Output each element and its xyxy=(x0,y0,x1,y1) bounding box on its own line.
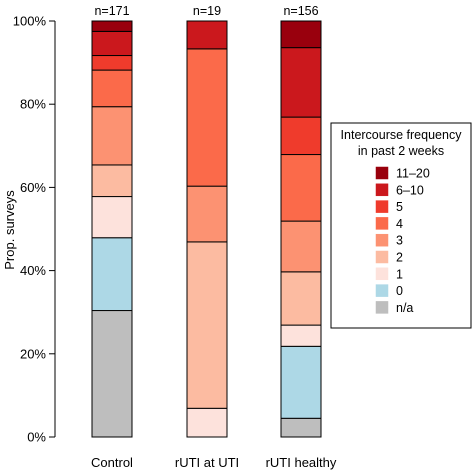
x-tick-label: Control xyxy=(91,455,133,470)
legend-title-line-1: Intercourse frequency xyxy=(341,128,463,142)
bar-count-label: n=19 xyxy=(193,4,221,18)
bar-count-label: n=171 xyxy=(94,4,129,18)
legend-swatch xyxy=(375,166,389,180)
y-tick-label: 40% xyxy=(20,263,46,278)
bar-segment xyxy=(280,154,322,222)
legend-label: 4 xyxy=(396,217,403,231)
bar-segment xyxy=(280,220,322,273)
legend-swatch xyxy=(375,301,389,314)
y-tick-label: 80% xyxy=(20,97,46,112)
bar-count-label: n=156 xyxy=(283,4,318,18)
bar-segment xyxy=(186,407,228,438)
y-axis: 0% 20% 40% 60% 80% 100% xyxy=(13,14,56,445)
bar-segment xyxy=(91,20,133,32)
bar-segment xyxy=(186,20,228,50)
bar-segment xyxy=(280,417,322,438)
legend: Intercourse frequency in past 2 weeks 11… xyxy=(330,122,472,329)
y-tick-label: 60% xyxy=(20,180,46,195)
legend-label: 3 xyxy=(396,234,403,248)
bar-segment xyxy=(280,345,322,419)
legend-swatch xyxy=(375,200,389,213)
y-tick-label: 20% xyxy=(20,346,46,361)
legend-swatch xyxy=(375,267,389,281)
legend-items: 11–20 6–10 5 4 3 2 1 0 n/a xyxy=(375,166,430,315)
bar-segment xyxy=(186,185,228,243)
bar-segment xyxy=(91,237,133,312)
y-tick-label: 100% xyxy=(13,14,47,29)
bar-segment xyxy=(91,30,133,57)
legend-title-line-2: in past 2 weeks xyxy=(358,144,444,158)
legend-swatch xyxy=(375,217,389,230)
legend-label: 5 xyxy=(396,200,403,214)
y-tick-label: 0% xyxy=(27,430,46,445)
bar-segment xyxy=(280,116,322,156)
bar-segment xyxy=(186,241,228,409)
legend-label: n/a xyxy=(396,301,413,315)
legend-box xyxy=(330,122,472,329)
legend-swatch xyxy=(375,233,389,247)
x-tick-label: rUTI healthy xyxy=(266,455,337,470)
bar-counts: n=171 n=19 n=156 xyxy=(94,4,318,18)
y-axis-label: Prop. surveys xyxy=(2,190,17,270)
bar-segment xyxy=(91,310,133,438)
x-tick-label: rUTI at UTI xyxy=(175,455,239,470)
bar-segment xyxy=(280,47,322,118)
bar-segment xyxy=(186,48,228,187)
bar-segment xyxy=(91,69,133,108)
bar-segment xyxy=(280,324,322,347)
bar-segment xyxy=(91,55,133,71)
bars xyxy=(91,20,322,438)
bar-segment xyxy=(91,164,133,198)
x-axis-labels: Control rUTI at UTI rUTI healthy xyxy=(91,455,337,470)
legend-label: 0 xyxy=(396,284,403,298)
legend-label: 11–20 xyxy=(396,167,430,181)
bar-segment xyxy=(91,106,133,166)
legend-label: 2 xyxy=(396,251,403,265)
legend-label: 6–10 xyxy=(396,183,424,197)
legend-swatch xyxy=(375,284,389,297)
legend-label: 1 xyxy=(396,267,403,281)
legend-swatch xyxy=(375,183,389,197)
bar-segment xyxy=(280,20,322,49)
bar-segment xyxy=(91,196,133,239)
bar-segment xyxy=(280,271,322,326)
legend-swatch xyxy=(375,250,389,264)
